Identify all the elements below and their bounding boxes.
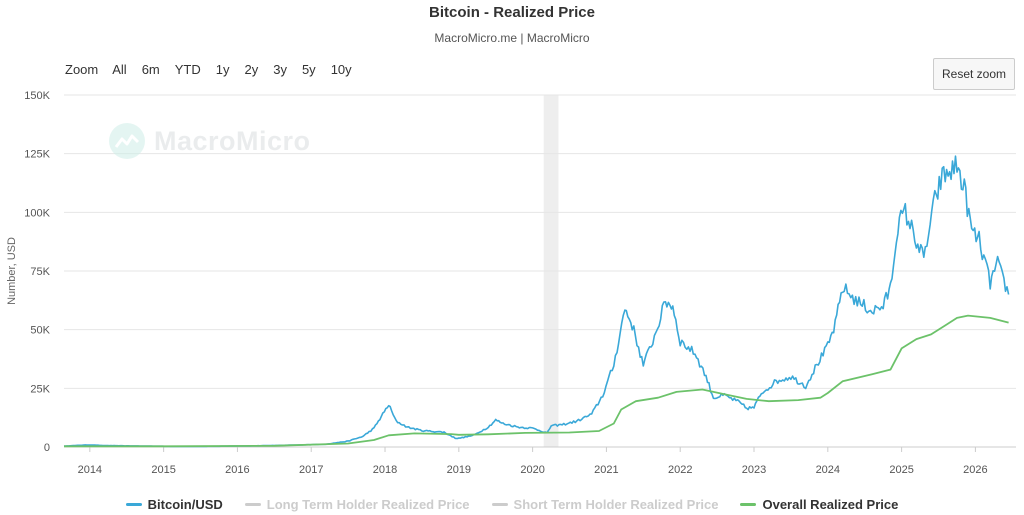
x-tick-label: 2022 [668,464,692,476]
y-tick-label: 100K [24,207,50,219]
x-tick-label: 2017 [299,464,323,476]
legend-label-bitcoin: Bitcoin/USD [147,497,223,512]
y-tick-label: 25K [30,383,50,395]
x-tick-label: 2021 [594,464,618,476]
x-tick-label: 2024 [816,464,840,476]
chart-subtitle: MacroMicro.me | MacroMicro [434,31,590,45]
watermark: MacroMicro [108,122,311,160]
x-tick-label: 2023 [742,464,766,476]
chart-title: Bitcoin - Realized Price [429,4,595,21]
x-tick-label: 2020 [520,464,544,476]
legend-label-lth: Long Term Holder Realized Price [266,497,470,512]
x-tick-label: 2026 [963,464,987,476]
macromicro-logo-icon [109,123,145,159]
y-tick-label: 50K [30,325,50,337]
x-tick-label: 2019 [447,464,471,476]
range-button-ytd[interactable]: YTD [174,62,201,77]
x-tick-label: 2016 [225,464,249,476]
y-tick-label: 125K [24,149,50,161]
series-line-bitcoin-usd [63,155,1010,448]
y-tick-label: 150K [24,90,50,102]
legend-swatch-bitcoin [125,503,142,506]
range-button-6m[interactable]: 6m [141,62,160,77]
legend-label-overall: Overall Realized Price [762,497,899,512]
zoom-label: Zoom [65,62,99,77]
legend: Bitcoin/USD Long Term Holder Realized Pr… [0,497,1024,512]
legend-swatch-overall [740,503,757,506]
range-selector: Zoom All 6m YTD 1y 2y 3y 5y 10y [65,62,367,77]
x-tick-label: 2014 [78,464,102,476]
legend-label-sth: Short Term Holder Realized Price [513,497,719,512]
series-line-overall-realized-price [64,314,1009,448]
range-button-3y[interactable]: 3y [273,62,287,77]
range-button-5y[interactable]: 5y [301,62,316,77]
legend-item-bitcoin-usd[interactable]: Bitcoin/USD [125,497,223,512]
x-tick-label: 2025 [889,464,913,476]
legend-item-overall-realized[interactable]: Overall Realized Price [740,497,898,512]
y-axis-label: Number, USD [6,237,18,305]
range-button-2y[interactable]: 2y [244,62,259,77]
reset-zoom-button[interactable]: Reset zoom [933,58,1015,90]
legend-swatch-sth [491,503,508,506]
y-tick-label: 0 [44,442,50,454]
legend-item-sth-realized[interactable]: Short Term Holder Realized Price [491,497,719,512]
range-button-all[interactable]: All [112,62,127,77]
legend-swatch-lth [244,503,261,506]
y-tick-label: 75K [30,266,50,278]
legend-item-lth-realized[interactable]: Long Term Holder Realized Price [244,497,470,512]
x-tick-label: 2015 [151,464,175,476]
x-tick-label: 2018 [373,464,397,476]
range-button-1y[interactable]: 1y [215,62,230,77]
watermark-text: MacroMicro [154,125,311,156]
range-button-10y[interactable]: 10y [330,62,352,77]
